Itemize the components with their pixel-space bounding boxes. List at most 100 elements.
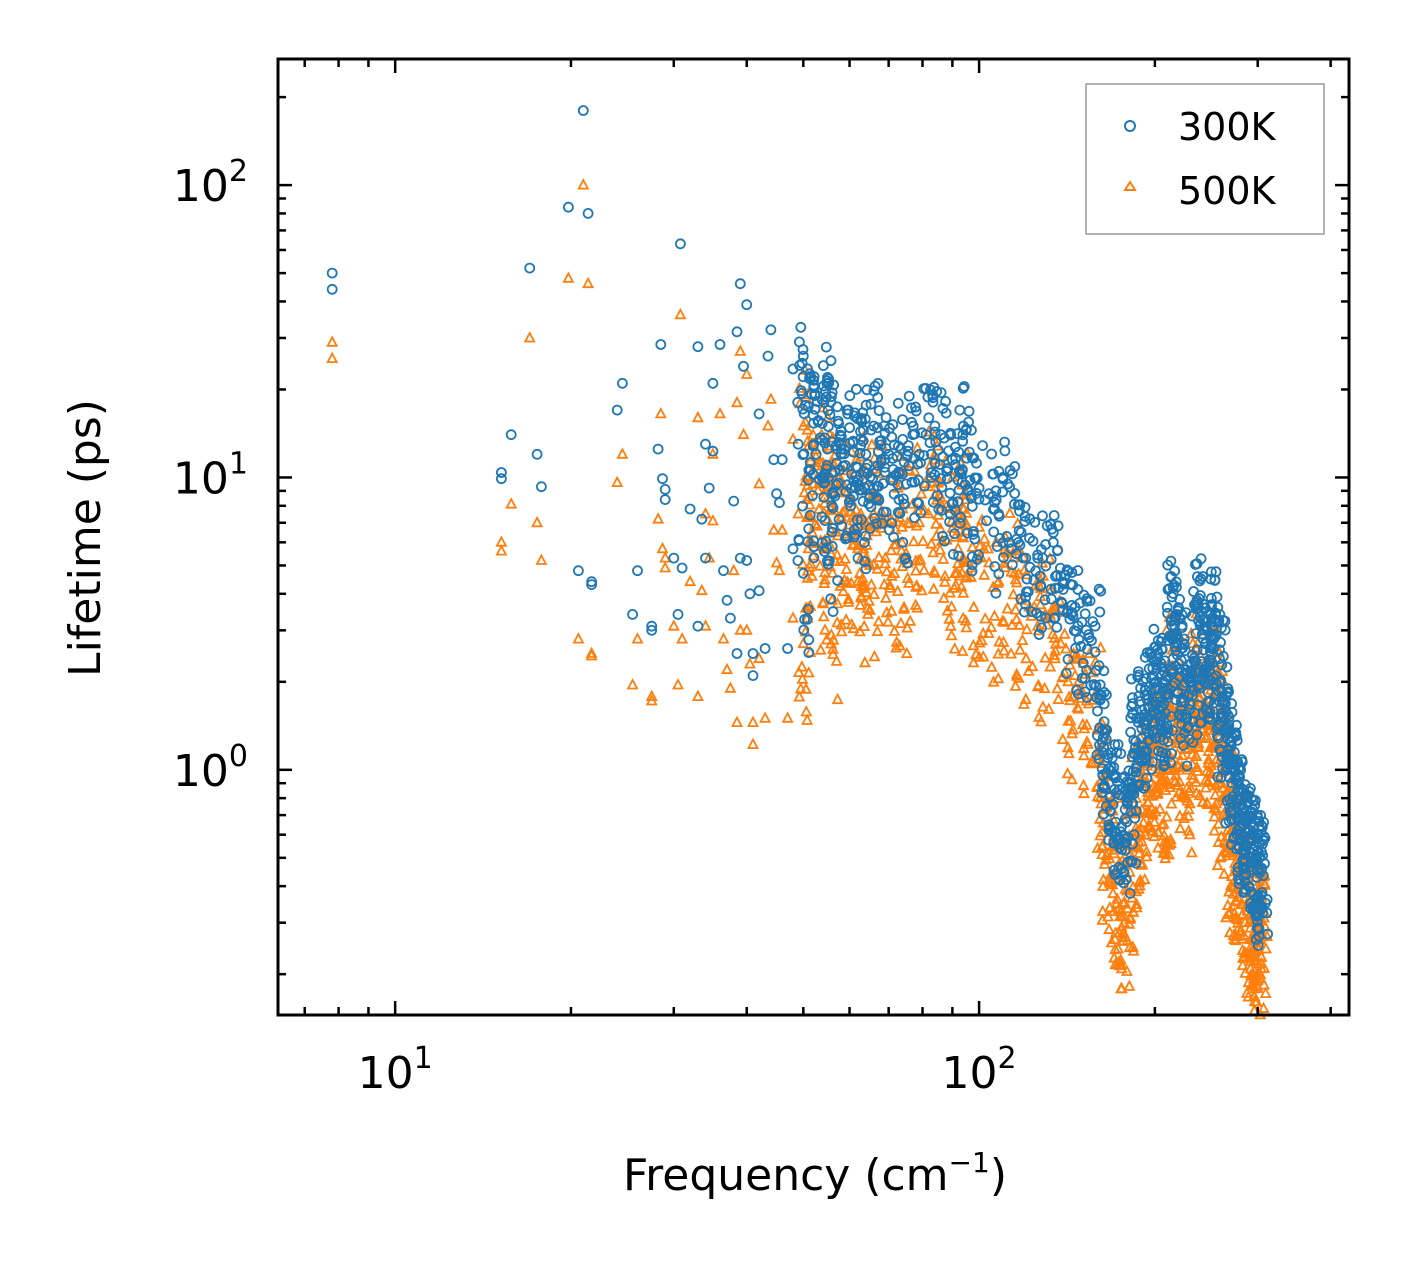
data-point xyxy=(958,381,970,392)
data-point xyxy=(1005,565,1018,577)
x-tick-label: 102 xyxy=(942,1041,1017,1099)
data-point xyxy=(1029,516,1041,528)
data-point xyxy=(1221,898,1234,910)
legend-marker-500K xyxy=(1123,180,1137,191)
data-point xyxy=(1162,559,1174,571)
data-point xyxy=(1255,956,1268,969)
data-point xyxy=(809,449,822,462)
data-point xyxy=(1176,748,1189,761)
data-point xyxy=(655,339,667,350)
data-point xyxy=(1140,845,1153,857)
data-point xyxy=(1078,786,1090,799)
data-point xyxy=(802,666,815,678)
data-point xyxy=(1049,612,1061,623)
data-point xyxy=(1176,622,1188,634)
data-point xyxy=(973,520,986,532)
data-point xyxy=(935,387,947,399)
data-point xyxy=(911,601,924,613)
data-point xyxy=(1200,729,1213,741)
data-point xyxy=(804,457,816,469)
data-point xyxy=(986,448,997,460)
data-point xyxy=(1003,506,1016,518)
data-point xyxy=(1086,756,1098,769)
data-point xyxy=(1065,578,1076,590)
data-point xyxy=(1066,567,1078,578)
data-point xyxy=(762,350,774,362)
data-point xyxy=(1103,763,1114,774)
data-point xyxy=(573,565,584,577)
data-point xyxy=(1096,913,1109,925)
data-point xyxy=(1182,824,1195,836)
data-point xyxy=(901,621,914,633)
data-point xyxy=(860,399,872,411)
data-point xyxy=(953,550,965,562)
data-point xyxy=(1208,810,1221,822)
data-point xyxy=(1052,545,1063,557)
data-point xyxy=(1215,830,1228,842)
data-point xyxy=(1077,778,1090,791)
data-point xyxy=(997,615,1010,627)
data-point xyxy=(814,559,826,571)
data-point xyxy=(827,606,839,617)
data-point xyxy=(1261,929,1274,941)
data-point xyxy=(1129,812,1141,824)
data-point xyxy=(1007,587,1020,600)
data-point xyxy=(787,543,799,555)
data-point xyxy=(1239,849,1251,860)
data-point xyxy=(326,267,338,279)
data-point xyxy=(910,578,923,591)
data-point xyxy=(1233,878,1245,890)
data-point xyxy=(965,570,977,582)
data-point xyxy=(1104,792,1116,803)
data-point xyxy=(1062,674,1074,687)
data-point xyxy=(918,563,930,575)
data-point xyxy=(659,494,671,506)
data-point xyxy=(888,566,901,578)
data-point xyxy=(1173,658,1185,670)
y-tick-label: 101 xyxy=(173,446,248,504)
data-point xyxy=(835,624,848,637)
data-point xyxy=(899,498,910,510)
data-point xyxy=(799,415,812,427)
data-point xyxy=(1171,581,1182,593)
data-point xyxy=(1090,680,1102,692)
data-point xyxy=(1155,636,1167,648)
data-point xyxy=(814,643,827,655)
data-point xyxy=(988,609,1001,621)
data-point xyxy=(1130,763,1142,774)
data-point xyxy=(1219,615,1231,627)
data-point xyxy=(1158,755,1170,767)
data-point xyxy=(1022,586,1034,598)
data-point xyxy=(993,635,1006,647)
data-point xyxy=(976,513,988,525)
data-point xyxy=(864,512,877,524)
data-point xyxy=(1130,805,1142,817)
data-point xyxy=(656,541,669,554)
data-point xyxy=(962,527,973,539)
data-point xyxy=(792,438,804,450)
data-point xyxy=(1223,711,1235,723)
data-point xyxy=(1178,811,1191,823)
data-point xyxy=(885,604,898,616)
data-point xyxy=(797,350,809,362)
data-point xyxy=(831,596,844,609)
data-point xyxy=(809,403,821,415)
data-point xyxy=(1211,591,1223,603)
data-point xyxy=(1147,756,1158,768)
data-point xyxy=(1212,835,1225,847)
data-point xyxy=(1089,646,1101,658)
data-point xyxy=(326,283,338,295)
data-point xyxy=(659,483,671,495)
data-point xyxy=(654,406,667,419)
data-point xyxy=(743,657,756,669)
data-point xyxy=(832,575,843,586)
data-point xyxy=(1163,848,1175,860)
data-point xyxy=(1152,782,1165,794)
data-point xyxy=(858,655,871,668)
data-point xyxy=(1192,699,1204,711)
data-point xyxy=(819,623,831,635)
data-point xyxy=(717,632,730,644)
data-point xyxy=(997,537,1009,549)
data-point xyxy=(1160,748,1172,759)
data-point xyxy=(505,429,517,441)
